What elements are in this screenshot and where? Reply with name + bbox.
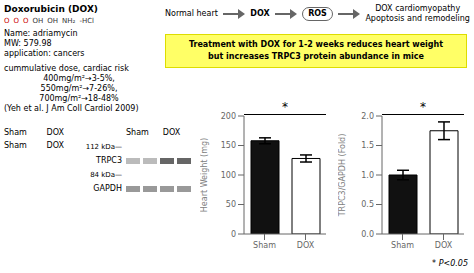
svg-text:200: 200 — [221, 112, 236, 121]
html-text:DOX: DOX — [250, 9, 270, 18]
svg-text:100: 100 — [221, 171, 236, 180]
svg-text:1.5: 1.5 — [361, 141, 374, 150]
html-text:550mg/m²→7-26%,: 550mg/m²→7-26%, — [40, 84, 118, 93]
svg-text:1.0: 1.0 — [361, 171, 374, 180]
html-text:Sham: Sham — [4, 128, 27, 137]
html-text:TRPC3: TRPC3 — [96, 156, 122, 165]
svg-text:TRPC3/GAPDH (Fold): TRPC3/GAPDH (Fold) — [338, 134, 347, 218]
html-text:Name: adriamycin: Name: adriamycin — [4, 29, 78, 38]
html-text:DOX cardiomyopathy: DOX cardiomyopathy — [375, 4, 461, 13]
html-text:Apoptosis and remodeling: Apoptosis and remodeling — [365, 14, 470, 23]
html-text:* P<0.05: * P<0.05 — [432, 259, 468, 268]
svg-text:Heart Weight (mg): Heart Weight (mg) — [200, 138, 209, 212]
html-text:GAPDH: GAPDH — [93, 184, 122, 193]
html-text:OH: OH — [47, 17, 59, 25]
html-text:cummulative dose, cardiac risk: cummulative dose, cardiac risk — [4, 64, 129, 73]
svg-text:Sham: Sham — [253, 241, 276, 250]
svg-text:2.0: 2.0 — [361, 112, 374, 121]
html-text:Treatment with DOX for 1-2 wee: Treatment with DOX for 1-2 weeks reduces… — [188, 40, 444, 61]
html-text:DOX: DOX — [46, 128, 64, 137]
html-text:O: O — [23, 17, 29, 25]
html-text:Doxorubicin (DOX): Doxorubicin (DOX) — [4, 4, 98, 14]
html-text:(Yeh et al. J Am Coll Cardiol: (Yeh et al. J Am Coll Cardiol 2009) — [4, 104, 139, 113]
html-text:O: O — [13, 17, 19, 25]
html-text:O: O — [4, 17, 10, 25]
svg-text:Sham: Sham — [391, 241, 414, 250]
html-text:700mg/m²→18-48%: 700mg/m²→18-48% — [39, 94, 119, 103]
svg-text:150: 150 — [221, 141, 236, 150]
html-text:Sham: Sham — [126, 128, 149, 137]
svg-text:DOX: DOX — [435, 241, 453, 250]
svg-text:DOX: DOX — [297, 241, 315, 250]
html-text:Normal heart: Normal heart — [165, 9, 218, 18]
html-text:DOX: DOX — [46, 141, 64, 150]
html-text:NH₂: NH₂ — [62, 17, 76, 25]
html-text:application: cancers: application: cancers — [4, 49, 85, 58]
svg-text:50: 50 — [226, 200, 236, 209]
html-text:OH: OH — [32, 17, 44, 25]
svg-text:0.5: 0.5 — [361, 200, 374, 209]
html-text:ROS: ROS — [308, 9, 327, 18]
svg-text:0: 0 — [231, 230, 236, 239]
html-text:400mg/m²→3-5%,: 400mg/m²→3-5%, — [43, 74, 115, 83]
html-text:84 kDa—: 84 kDa— — [90, 171, 122, 179]
svg-text:0.0: 0.0 — [361, 230, 374, 239]
html-text:DOX: DOX — [162, 128, 181, 137]
html-text:112 kDa—: 112 kDa— — [85, 143, 122, 151]
html-text:Sham: Sham — [4, 141, 27, 150]
html-text:MW: 579.98: MW: 579.98 — [4, 39, 52, 48]
html-text:-HCl: -HCl — [79, 17, 94, 25]
